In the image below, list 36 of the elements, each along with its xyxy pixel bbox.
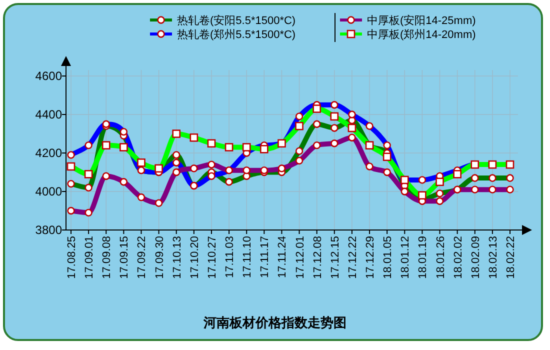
- x-tick-label: 18.02.22: [505, 236, 517, 279]
- x-tick-label: 17.12.22: [346, 236, 359, 279]
- x-tick-label: 17.09.22: [136, 236, 148, 279]
- x-tick-label: 18.02.09: [470, 236, 482, 279]
- x-tick-label: 18.01.19: [417, 236, 430, 279]
- x-tick-label: 17.10.27: [206, 236, 218, 279]
- x-tick-label: 18.02.02: [452, 236, 464, 279]
- y-tick-label: 4600: [35, 69, 62, 83]
- x-tick-label: 18.01.05: [382, 236, 394, 279]
- x-tick-label: 17.11.10: [242, 236, 254, 278]
- x-tick-label: 18.01.26: [434, 236, 447, 279]
- legend-label: 热轧卷(郑州5.5*1500*C): [177, 28, 296, 41]
- text: 河南板材价格指数走势图: [202, 315, 346, 330]
- x-tick-label: 17.12.01: [294, 236, 306, 279]
- legend-label: 中厚板(郑州14-20mm): [367, 28, 476, 41]
- legend-label: 热轧卷(安阳5.5*1500*C): [177, 14, 296, 27]
- y-tick-label: 4200: [35, 146, 62, 160]
- y-tick-label: 4000: [35, 184, 62, 198]
- x-tick-label: 17.10.13: [171, 236, 184, 279]
- x-tick-label: 17.11.03: [224, 236, 236, 278]
- x-tick-label: 17.12.08: [312, 236, 324, 279]
- x-tick-label: 17.09.01: [84, 236, 96, 279]
- x-tick-label: 17.08.25: [66, 236, 78, 279]
- x-tick-label: 17.12.15: [329, 236, 342, 279]
- x-tick-label: 18.01.12: [400, 236, 412, 279]
- x-tick-label: 18.02.13: [487, 236, 500, 279]
- x-tick-label: 17.09.08: [101, 236, 114, 279]
- legend-label: 中厚板(安阳14-25mm): [367, 14, 476, 27]
- x-tick-label: 17.12.29: [364, 236, 377, 279]
- y-tick-label: 4400: [35, 108, 62, 122]
- x-tick-label: 17.09.30: [154, 236, 166, 279]
- x-tick-label: 17.11.17: [259, 236, 272, 278]
- y-tick-label: 3800: [35, 223, 62, 237]
- x-tick-label: 17.09.15: [118, 236, 131, 279]
- x-tick-label: 17.10.20: [188, 236, 201, 279]
- x-tick-label: 17.11.24: [276, 236, 289, 278]
